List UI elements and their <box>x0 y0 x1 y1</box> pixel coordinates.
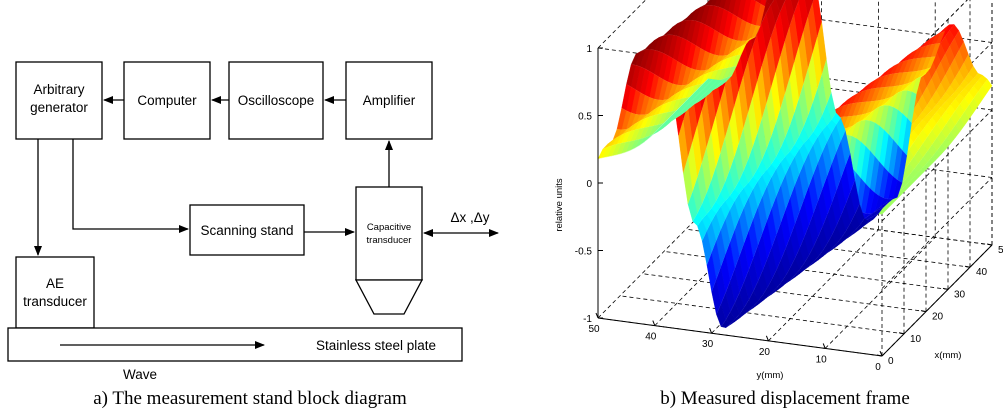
y-tick-label: 40 <box>645 332 657 343</box>
y-tick <box>765 335 769 341</box>
transducer-probe-tip <box>354 279 424 315</box>
scanning-stand-label: Scanning stand <box>200 223 293 238</box>
grid-line <box>881 0 968 87</box>
amplifier-box: Amplifier <box>345 61 433 140</box>
scanning-stand-box: Scanning stand <box>189 204 305 256</box>
displacement-label: Δx ,Δy <box>450 210 489 225</box>
surface-cell <box>790 0 799 14</box>
caption-b: b) Measured displacement frame <box>660 388 910 409</box>
z-tick-label: -1 <box>583 314 592 325</box>
x-tick-label: 10 <box>910 334 922 345</box>
y-tick-label: 50 <box>588 324 600 335</box>
surface-plot-svg: 10.50-0.5-15040302010001020304050 relati… <box>554 0 1003 409</box>
capacitive-transducer-label-2: transducer <box>367 235 412 246</box>
arbitrary-generator-label-2: generator <box>30 100 88 115</box>
y-axis-label: y(mm) <box>757 370 784 381</box>
ae-transducer-box: AE transducer <box>15 256 95 329</box>
surface-cell <box>811 0 814 4</box>
surface-cell <box>804 0 813 17</box>
plot-ticks: 10.50-0.5-15040302010001020304050 <box>575 44 1003 373</box>
computer-box: Computer <box>123 61 211 140</box>
y-tick <box>822 343 826 349</box>
grid-line <box>641 273 927 312</box>
wave-label: Wave <box>123 367 157 382</box>
z-tick-label: -0.5 <box>575 247 593 258</box>
block-diagram-svg: Arbitrary generator Computer Oscilloscop… <box>7 61 499 409</box>
capacitive-transducer-label-1: Capacitive <box>367 222 411 233</box>
y-tick <box>595 312 599 319</box>
x-tick-label: 0 <box>888 356 894 367</box>
x-tick-label: 50 <box>998 245 1003 256</box>
y-tick <box>709 328 713 334</box>
z-tick-label: 0.5 <box>578 112 592 123</box>
oscilloscope-box: Oscilloscope <box>228 61 324 140</box>
capacitive-transducer-box: Capacitive transducer <box>354 186 424 315</box>
x-tick <box>942 287 949 290</box>
arbitrary-generator-box: Arbitrary generator <box>15 61 103 140</box>
surface-mesh-line <box>597 78 709 160</box>
x-tick <box>964 265 971 268</box>
y-tick-label: 0 <box>875 362 881 373</box>
ae-transducer-label-2: transducer <box>23 294 87 309</box>
z-tick-label: 1 <box>586 44 592 55</box>
z-axis-label: relative units <box>554 178 565 232</box>
block-diagram-panel: Arbitrary generator Computer Oscilloscop… <box>7 61 499 409</box>
computer-label: Computer <box>137 93 197 108</box>
surface-mesh <box>597 0 993 328</box>
grid-line <box>881 177 993 289</box>
x-axis-line <box>881 244 993 357</box>
grid-line <box>597 206 709 319</box>
arrow-generator-to-scanning-stand <box>72 139 189 233</box>
grid-line <box>824 237 936 349</box>
y-tick <box>652 320 656 326</box>
grid-line <box>768 229 879 342</box>
y-tick-label: 20 <box>759 347 771 358</box>
arbitrary-generator-label-1: Arbitrary <box>33 82 84 97</box>
ae-transducer-label-1: AE <box>46 276 64 291</box>
y-tick-label: 10 <box>816 354 828 365</box>
y-tick-label: 30 <box>702 339 714 350</box>
grid-line <box>881 109 993 222</box>
amplifier-label: Amplifier <box>363 93 416 108</box>
z-tick-label: 0 <box>586 179 592 190</box>
x-tick <box>920 310 927 313</box>
x-axis-label: x(mm) <box>935 350 962 361</box>
oscilloscope-label: Oscilloscope <box>238 93 315 108</box>
x-tick <box>898 332 905 335</box>
surface-plot-panel: 10.50-0.5-15040302010001020304050 relati… <box>520 0 1003 414</box>
steel-plate-label: Stainless steel plate <box>316 338 436 353</box>
x-tick-label: 20 <box>932 312 944 323</box>
caption-a: a) The measurement stand block diagram <box>93 388 407 409</box>
x-tick-label: 40 <box>976 267 988 278</box>
y-tick <box>879 350 883 357</box>
x-tick <box>876 354 883 357</box>
y-axis-line <box>597 317 883 357</box>
x-tick-label: 30 <box>954 289 966 300</box>
grid-line <box>619 295 905 335</box>
x-tick <box>986 243 993 246</box>
